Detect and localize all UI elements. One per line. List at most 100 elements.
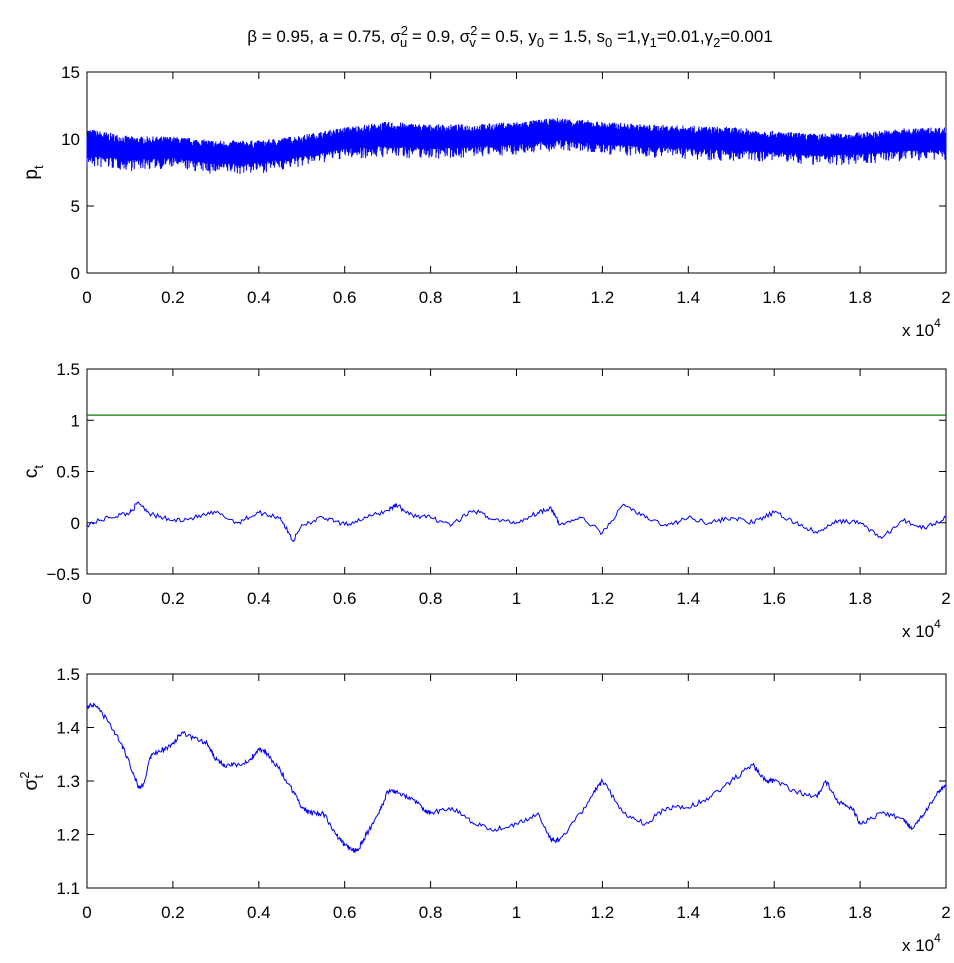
x-tick-label: 0.4 [247,288,271,307]
data-point [266,753,268,755]
x-tick-label: 1.2 [591,288,615,307]
data-point [236,764,238,766]
data-point [163,748,165,750]
axes-box [86,71,947,274]
x-tick-label: 0.8 [419,903,443,922]
panel-sigma: 0 0.2 0.4 0.6 0.8 1 1.2 1.4 1.6 1.8 2 1.1 1.2 1.3 1.4 1… [17,665,951,955]
title-text: = 0.5, y [476,27,537,46]
data-point [365,517,367,519]
y-label-main: c [21,469,42,479]
x-exponent-power: 4 [934,617,941,631]
data-point [709,522,711,524]
x-exponent-power: 4 [934,316,941,330]
x-tick-label: 0 [82,903,91,922]
y-tick-label: 15 [61,63,80,82]
title-text: = 0.9, σ [407,27,470,46]
title-subscript: u [400,35,407,50]
data-point [309,812,311,814]
data-point [816,796,818,798]
data-point [923,527,926,529]
x-tick-label: 2 [941,589,950,608]
data-point [301,807,303,809]
data-point [550,839,552,841]
y-tick-label: 0.5 [56,463,80,482]
data-point [395,503,397,505]
x-tick-label: 1 [512,288,521,307]
y-label-superscript: 2 [17,772,32,779]
x-tick-label: 1 [512,589,521,608]
data-point [120,742,122,745]
y-tick-label: 1 [71,411,80,430]
data-point [601,532,604,534]
data-point [236,522,238,524]
x-tick-label: 1.6 [762,288,786,307]
data-point [593,791,595,793]
data-point [623,812,625,814]
data-point [687,517,689,519]
data-point [451,524,453,526]
x-exponent-base: x 10 [902,321,934,340]
data-point [558,839,561,841]
x-exponent-base: x 10 [902,936,934,955]
data-point [644,823,646,825]
y-axis-label: σ2t [17,772,46,791]
y-label-subscript: t [31,165,46,169]
title-text: =1,γ [612,27,650,46]
data-point [292,540,294,542]
data-point [795,791,797,793]
y-tick-label: 1.4 [56,719,80,738]
x-tick-label: 0.6 [333,589,357,608]
data-point [911,828,913,830]
data-point [352,849,354,852]
data-point [795,522,797,524]
data-point [172,520,174,522]
data-point [107,517,110,519]
x-tick-label: 0.2 [161,903,185,922]
data-point [816,532,818,534]
y-tick-label: 0 [71,514,80,533]
data-point [215,511,217,514]
data-point [279,769,281,771]
x-exponent-label: x 104 [902,931,941,955]
data-point [838,520,840,522]
title-subscript: 0 [605,35,612,50]
data-point [838,801,840,804]
data-point [601,780,604,782]
data-point [292,791,294,793]
data-point [365,833,367,836]
figure-title: β = 0.95, a = 0.75, σ2 u = 0.9, σ2 v = 0.5… [247,23,773,50]
x-tick-label: 0.6 [333,903,357,922]
title-text: = 1.5, s [544,27,605,46]
title-text: =0.01,γ [657,27,714,46]
data-point [515,522,518,524]
data-point [580,812,582,814]
title-superscript: 2 [470,23,477,38]
data-point [687,807,689,809]
title-text: =0.001 [720,27,772,46]
x-tick-label: 1.8 [848,903,872,922]
data-point [880,537,883,539]
data-point [335,833,337,836]
data-point [773,780,775,782]
data-point [387,509,389,512]
x-tick-label: 0.6 [333,288,357,307]
data-point [936,791,939,793]
x-tick-label: 0 [82,589,91,608]
data-point [945,785,947,787]
x-tick-label: 1.4 [676,589,700,608]
data-point [180,732,183,734]
data-point [765,780,767,782]
data-point [558,524,561,526]
data-point [730,517,732,519]
data-point [859,823,861,825]
x-exponent-base: x 10 [902,622,934,641]
data-point [430,812,432,814]
data-point [494,828,496,830]
data-point [580,517,582,519]
data-point [515,823,518,825]
x-tick-label: 1 [512,903,521,922]
data-point [344,524,346,526]
title-superscript: 2 [401,23,408,38]
series-line [86,702,947,854]
data-point [550,506,552,508]
